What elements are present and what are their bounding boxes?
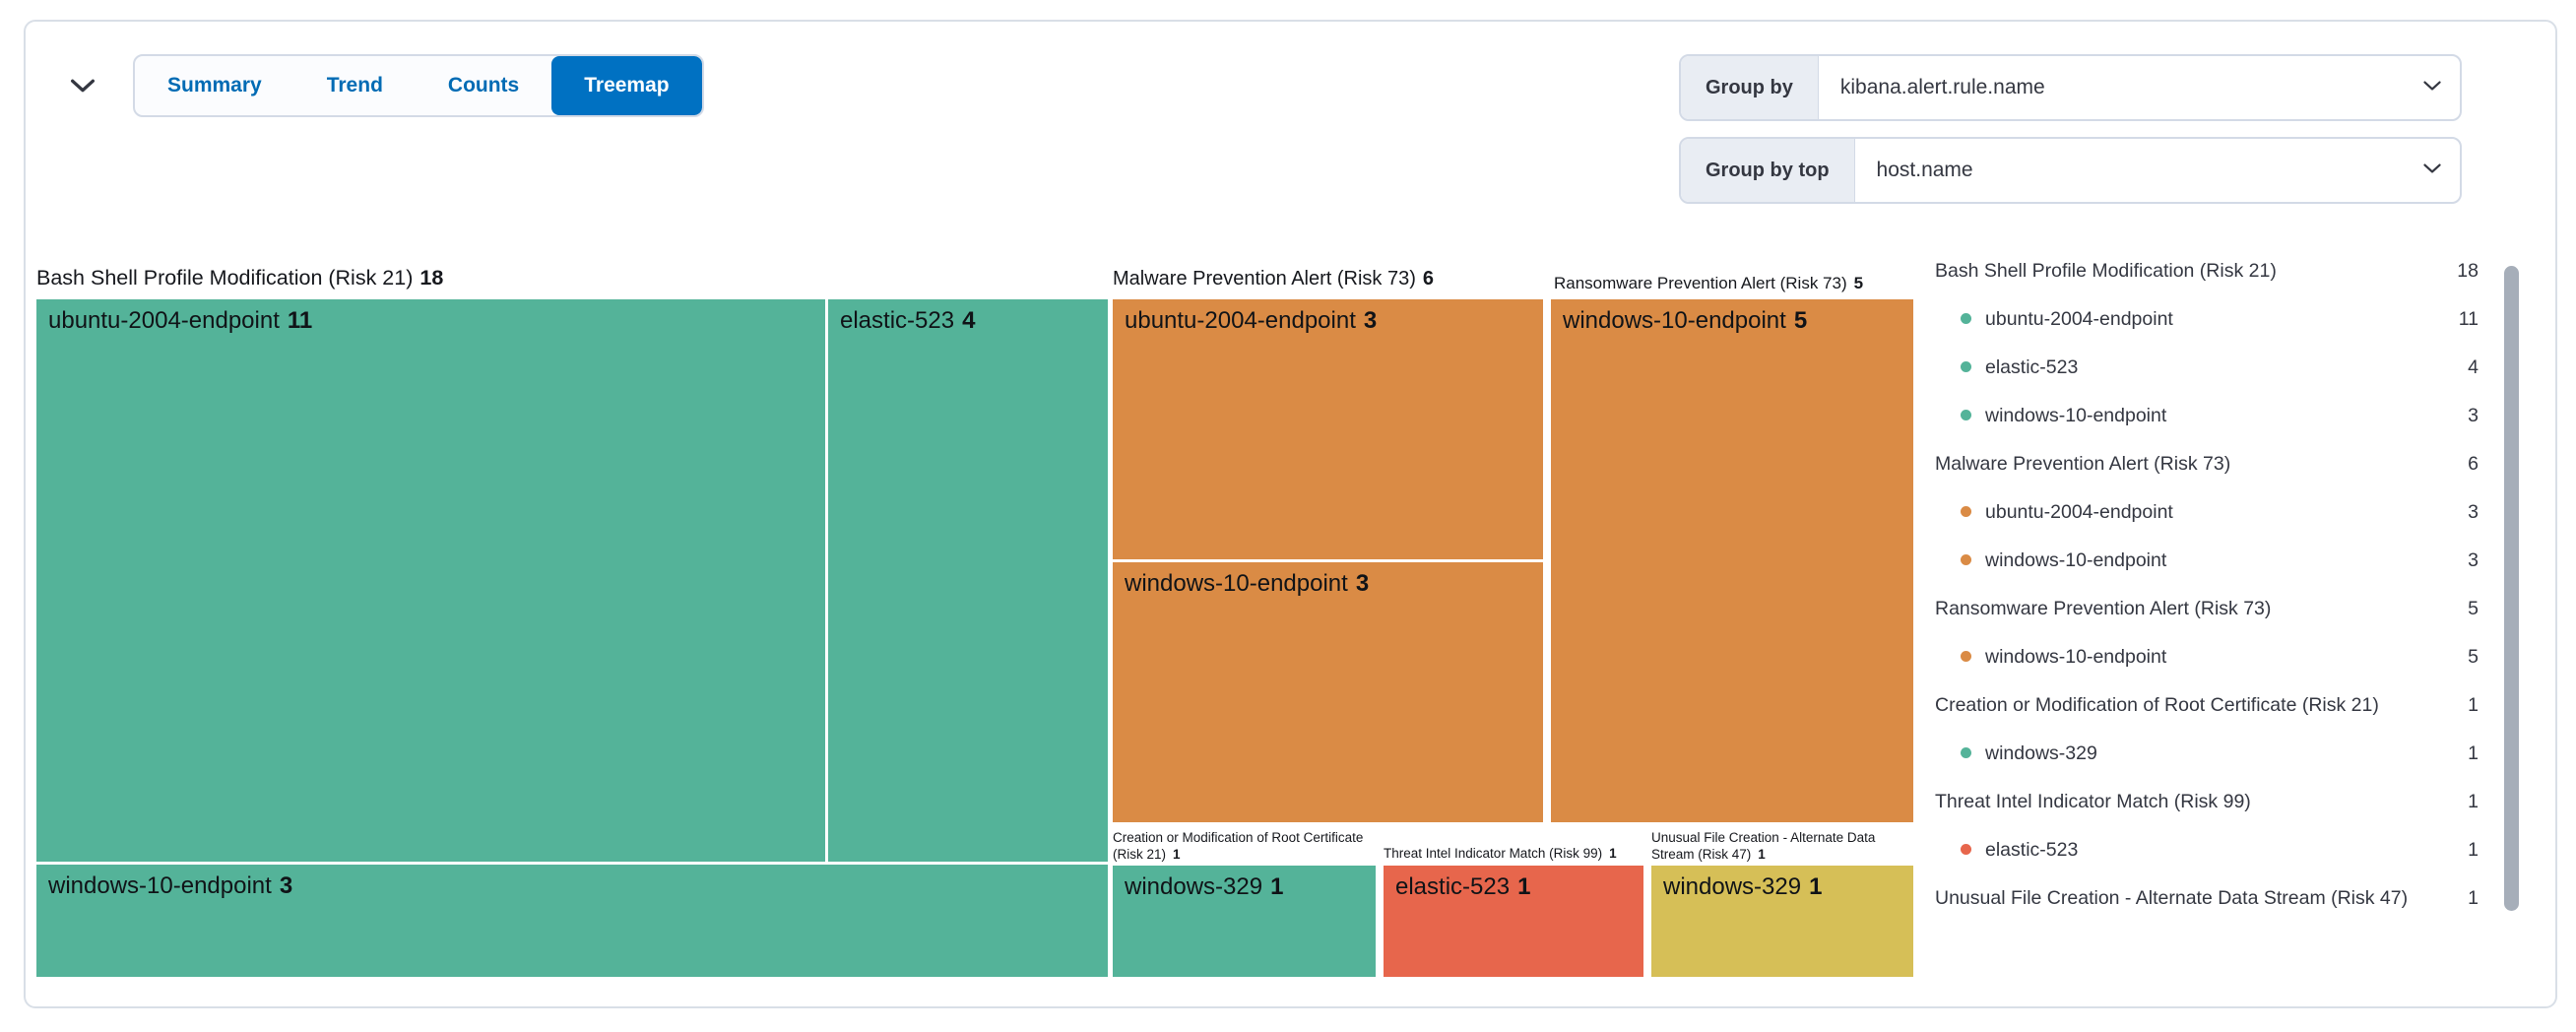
legend-item-row[interactable]: windows-10-endpoint 3 [1935,536,2479,584]
treemap-tile[interactable]: elastic-523 4 [828,299,1108,862]
legend-item-row[interactable]: ubuntu-2004-endpoint 3 [1935,487,2479,536]
collapse-panel-button[interactable] [59,63,106,110]
treemap-tile[interactable]: ubuntu-2004-endpoint 11 [36,299,825,862]
chevron-down-icon [68,71,97,103]
treemap-group-header: Bash Shell Profile Modification (Risk 21… [36,266,444,290]
legend-item-row[interactable]: windows-329 1 [1935,729,2479,777]
tab-counts[interactable]: Counts [416,56,551,115]
legend-item-row[interactable]: windows-10-endpoint 5 [1935,632,2479,680]
legend-dot [1961,747,1971,758]
group-by-top-label: Group by top [1681,139,1855,202]
legend-item-row[interactable]: elastic-523 4 [1935,343,2479,391]
group-by-top-select[interactable]: host.name [1876,159,1973,181]
treemap-tile[interactable]: windows-10-endpoint 5 [1551,299,1913,822]
legend-dot [1961,410,1971,420]
tab-trend[interactable]: Trend [294,56,416,115]
legend-group-row[interactable]: Unusual File Creation - Alternate Data S… [1935,886,2479,909]
legend-group-row[interactable]: Ransomware Prevention Alert (Risk 73) 5 [1935,597,2479,619]
chevron-down-icon [2421,158,2443,184]
legend-group-row[interactable]: Creation or Modification of Root Certifi… [1935,693,2479,716]
group-by-control: Group by kibana.alert.rule.name [1679,54,2462,121]
group-by-select[interactable]: kibana.alert.rule.name [1839,76,2045,98]
legend-group-row[interactable]: Bash Shell Profile Modification (Risk 21… [1935,259,2479,282]
group-by-label: Group by [1681,56,1819,119]
legend-item-row[interactable]: windows-10-endpoint 3 [1935,391,2479,439]
legend-group-row[interactable]: Malware Prevention Alert (Risk 73) 6 [1935,452,2479,475]
treemap-tile[interactable]: ubuntu-2004-endpoint 3 [1113,299,1543,559]
alerts-treemap-panel: Summary Trend Counts Treemap Group by ki… [24,20,2557,1008]
treemap-group-header: Malware Prevention Alert (Risk 73) 6 [1113,268,1435,290]
treemap-group-header: Creation or Modification of Root Certifi… [1113,830,1364,862]
chevron-down-icon [2421,75,2443,101]
legend-item-row[interactable]: ubuntu-2004-endpoint 11 [1935,294,2479,343]
tab-treemap[interactable]: Treemap [551,56,702,115]
group-by-top-control: Group by top host.name [1679,137,2462,204]
legend-item-row[interactable]: elastic-523 1 [1935,825,2479,873]
legend-scrollbar-thumb[interactable] [2504,266,2519,911]
treemap-tile[interactable]: windows-10-endpoint 3 [1113,562,1543,822]
legend-dot [1961,651,1971,662]
legend-dot [1961,361,1971,372]
treemap-legend: Bash Shell Profile Modification (Risk 21… [1935,246,2479,922]
view-switcher-button-group: Summary Trend Counts Treemap [133,54,704,117]
treemap-tile[interactable]: windows-10-endpoint 3 [36,865,1108,977]
group-by-chevron[interactable] [2405,56,2460,119]
legend-group-row[interactable]: Threat Intel Indicator Match (Risk 99) 1 [1935,790,2479,812]
legend-dot [1961,313,1971,324]
treemap-group-header: Threat Intel Indicator Match (Risk 99) 1 [1384,846,1617,861]
legend-dot [1961,844,1971,855]
legend-dot [1961,506,1971,517]
treemap-tile[interactable]: windows-329 1 [1651,866,1913,977]
treemap-group-header: Unusual File Creation - Alternate Data S… [1651,830,1876,862]
legend-dot [1961,554,1971,565]
treemap-tile[interactable]: windows-329 1 [1113,866,1376,977]
treemap-tile[interactable]: elastic-523 1 [1384,866,1643,977]
treemap-group-header: Ransomware Prevention Alert (Risk 73) 5 [1554,274,1864,292]
tab-summary[interactable]: Summary [135,56,294,115]
group-by-top-chevron[interactable] [2405,139,2460,202]
